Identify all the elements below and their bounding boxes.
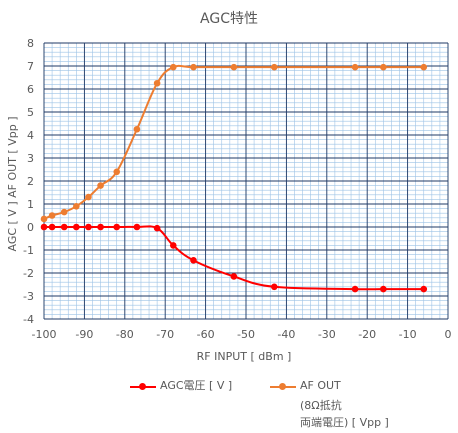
chart-title: AGC特性	[200, 11, 258, 27]
y-tick-label: 2	[27, 175, 34, 188]
agc-data-point	[169, 242, 177, 249]
agc-data-point	[351, 285, 359, 293]
agc-series-line	[43, 225, 424, 291]
af-out-data-point	[85, 193, 92, 201]
y-tick-label: 4	[27, 129, 34, 142]
y-tick-label: 0	[27, 221, 34, 234]
x-tick-label: -100	[32, 328, 57, 341]
x-tick-label: -10	[399, 328, 417, 341]
x-tick-label: -80	[116, 328, 134, 341]
af-out-data-point	[40, 215, 48, 223]
agc-data-point	[85, 223, 92, 231]
af-out-data-point	[351, 63, 359, 71]
x-axis-label: RF INPUT [ dBm ]	[197, 350, 292, 363]
af-out-data-point	[169, 63, 177, 71]
x-tick-label: -40	[277, 328, 295, 341]
agc-data-point	[420, 285, 428, 293]
af-out-data-point	[380, 63, 387, 71]
agc-data-point	[190, 257, 197, 264]
major-gridlines	[43, 42, 449, 320]
y-tick-label: 6	[27, 83, 34, 96]
y-tick-label: 3	[27, 152, 34, 165]
af-out-data-point	[48, 212, 56, 219]
x-tick-label: -20	[358, 328, 376, 341]
x-tick-label: -90	[75, 328, 93, 341]
x-tick-label: -50	[237, 328, 255, 341]
x-tick-label: -70	[156, 328, 174, 341]
y-axis-label: AGC [ V ] AF OUT [ Vpp ]	[6, 117, 19, 252]
af-out-data-point	[133, 125, 141, 133]
agc-data-point	[48, 223, 56, 231]
x-tick-label: -30	[318, 328, 336, 341]
legend-af-label-line3: 両端電圧) [ Vpp ]	[300, 416, 389, 429]
series-lines	[43, 64, 424, 291]
af-out-series-line	[43, 64, 424, 220]
agc-data-point	[60, 223, 68, 231]
agc-data-point	[73, 223, 80, 231]
y-tick-label: 8	[27, 37, 34, 50]
agc-data-point	[40, 223, 48, 231]
af-out-data-point	[230, 63, 238, 71]
agc-data-point	[133, 223, 141, 231]
agc-data-point	[270, 283, 278, 291]
af-out-data-point	[60, 208, 68, 216]
series-points	[40, 63, 428, 293]
af-out-data-point	[113, 168, 121, 176]
y-tick-label: -4	[23, 313, 34, 326]
af-out-data-point	[153, 79, 161, 87]
af-out-data-point	[97, 182, 104, 189]
agc-data-point	[113, 223, 121, 231]
y-tick-labels: -4 -3 -2 -1 0 1 2 3 4 5 6 7 8	[23, 37, 34, 326]
agc-data-point	[230, 273, 238, 280]
af-out-data-point	[73, 203, 80, 210]
x-tick-label: -60	[197, 328, 215, 341]
y-tick-label: -1	[23, 244, 34, 257]
legend-agc-label: AGC電圧 [ V ]	[160, 379, 233, 392]
af-out-data-point	[270, 63, 278, 71]
legend-agc-marker	[139, 383, 146, 390]
y-tick-label: 7	[27, 60, 34, 73]
legend-af-label-line1: AF OUT	[300, 379, 341, 392]
legend-af-marker	[279, 383, 286, 390]
x-tick-labels: -100 -90 -80 -70 -60 -50 -40 -30 -20 -10 0	[32, 328, 452, 341]
legend-af-label-line2: (8Ω抵抗	[300, 399, 342, 412]
x-tick-label: 0	[445, 328, 452, 341]
agc-data-point	[97, 223, 104, 231]
y-tick-label: 1	[27, 198, 34, 211]
af-out-data-point	[420, 63, 428, 71]
y-tick-label: 5	[27, 106, 34, 119]
af-out-data-point	[190, 63, 197, 71]
y-tick-label: -3	[23, 290, 34, 303]
agc-data-point	[380, 285, 387, 293]
agc-data-point	[153, 224, 161, 232]
y-tick-label: -2	[23, 267, 34, 280]
